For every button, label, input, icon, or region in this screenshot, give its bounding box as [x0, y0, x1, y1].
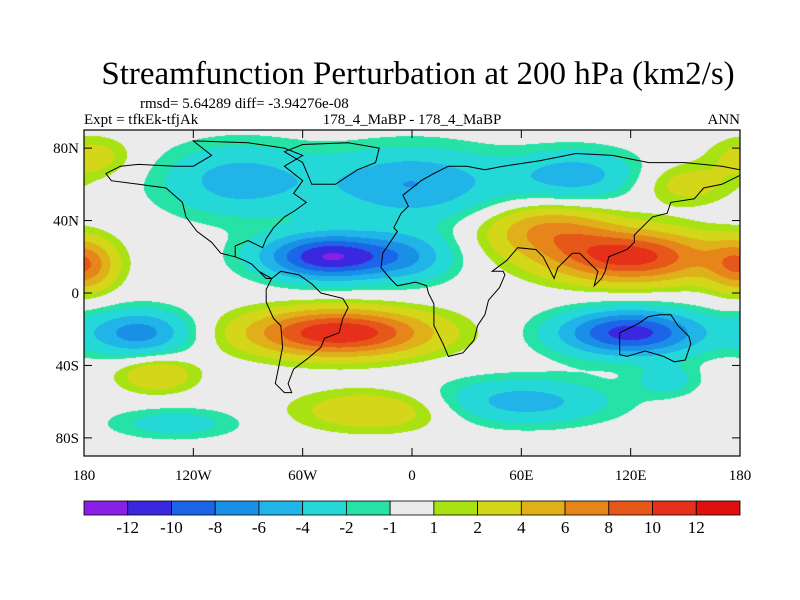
colorbar-swatch — [214, 500, 260, 516]
colorbar-swatch — [433, 500, 479, 516]
colorbar-swatch — [608, 500, 653, 516]
colorbar-label: -2 — [339, 518, 353, 537]
colorbar-label: -12 — [116, 518, 139, 537]
colorbar-label: 6 — [561, 518, 570, 537]
x-tick-label: 0 — [408, 468, 416, 484]
y-tick-label: 80S — [56, 431, 79, 447]
x-tick-label: 60W — [288, 468, 318, 484]
colorbar-swatch — [564, 500, 610, 516]
y-tick-label: 40S — [56, 358, 79, 374]
x-tick-label: 60E — [509, 468, 533, 484]
case-left-label: Expt = tfkEk-tfjAk — [84, 112, 199, 128]
colorbar-label: -10 — [160, 518, 183, 537]
colorbar-label: 1 — [430, 518, 439, 537]
x-tick-label: 180 — [729, 468, 752, 484]
x-tick-label: 120W — [175, 468, 213, 484]
x-tick-label: 120E — [615, 468, 647, 484]
y-tick-label: 40N — [53, 214, 79, 230]
chart-title: Streamfunction Perturbation at 200 hPa (… — [101, 56, 734, 92]
y-tick-label: 0 — [72, 286, 80, 302]
colorbar-swatch — [389, 500, 435, 516]
colorbar-swatch — [127, 500, 172, 516]
colorbar-label: 4 — [517, 518, 526, 537]
colorbar-swatch — [477, 500, 522, 516]
colorbar-swatch — [83, 500, 129, 516]
colorbar-label: -6 — [252, 518, 266, 537]
y-axis: 80N 40N 0 40S 80S — [53, 141, 740, 447]
plot-area — [83, 129, 741, 457]
colorbar-label: 10 — [644, 518, 661, 537]
colorbar-label: -4 — [296, 518, 311, 537]
colorbar-label: 8 — [605, 518, 614, 537]
colorbar: -12 -10 -8 -6 -4 -2 -1 1 2 4 6 8 10 12 — [83, 500, 741, 537]
season-label: ANN — [708, 112, 741, 128]
colorbar-swatch — [258, 500, 304, 516]
continent-outline — [105, 140, 741, 394]
colorbar-label: -1 — [383, 518, 397, 537]
colorbar-label: 12 — [688, 518, 705, 537]
colorbar-swatch — [345, 500, 391, 516]
y-tick-label: 80N — [53, 141, 79, 157]
stats-text: rmsd= 5.64289 diff= -3.94276e-08 — [140, 96, 349, 112]
x-axis: 180 120W 60W 0 60E 120E 180 — [73, 130, 752, 484]
x-tick-label: 180 — [73, 468, 96, 484]
colorbar-label: 2 — [473, 518, 482, 537]
colorbar-label: -8 — [208, 518, 222, 537]
colorbar-swatch — [302, 500, 347, 516]
colorbar-swatch — [520, 500, 566, 516]
colorbar-swatch — [695, 500, 741, 516]
colorbar-swatch — [652, 500, 697, 516]
streamfunction-field — [84, 130, 740, 456]
colorbar-swatch — [171, 500, 216, 516]
case-center-label: 178_4_MaBP - 178_4_MaBP — [323, 112, 502, 128]
